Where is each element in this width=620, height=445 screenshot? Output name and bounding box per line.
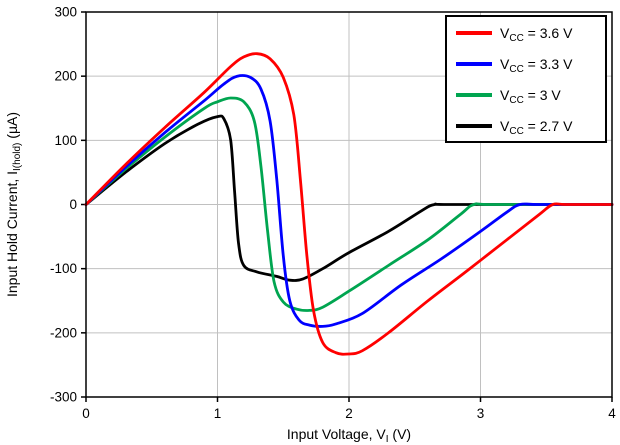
x-tick-label: 3: [477, 406, 485, 421]
series-curve: [84, 114, 614, 282]
y-tick-label: -100: [50, 261, 77, 276]
legend-label: VCC = 2.7 V: [500, 118, 573, 137]
legend-label: VCC = 3 V: [500, 87, 561, 106]
y-tick-label: 0: [69, 197, 77, 212]
x-tick-label: 4: [608, 406, 616, 421]
x-tick-label: 0: [82, 406, 90, 421]
series-curve: [84, 96, 614, 312]
series-curve: [84, 52, 614, 356]
legend-box: [445, 15, 607, 143]
y-tick-label: 200: [54, 69, 77, 84]
y-tick-label: 300: [54, 5, 77, 20]
x-axis-title: Input Voltage, VI (V): [287, 426, 411, 445]
legend-label: VCC = 3.3 V: [500, 56, 573, 75]
legend-label: VCC = 3.6 V: [500, 25, 573, 44]
y-axis-title: Input Hold Current, II(hold) (µA): [4, 112, 23, 297]
x-tick-label: 2: [345, 406, 353, 421]
plot-border: [85, 11, 613, 398]
y-tick-label: 100: [54, 133, 77, 148]
y-tick-label: -200: [50, 325, 77, 340]
x-tick-label: 1: [214, 406, 222, 421]
series-curve: [84, 74, 614, 328]
y-tick-label: -300: [50, 390, 77, 405]
